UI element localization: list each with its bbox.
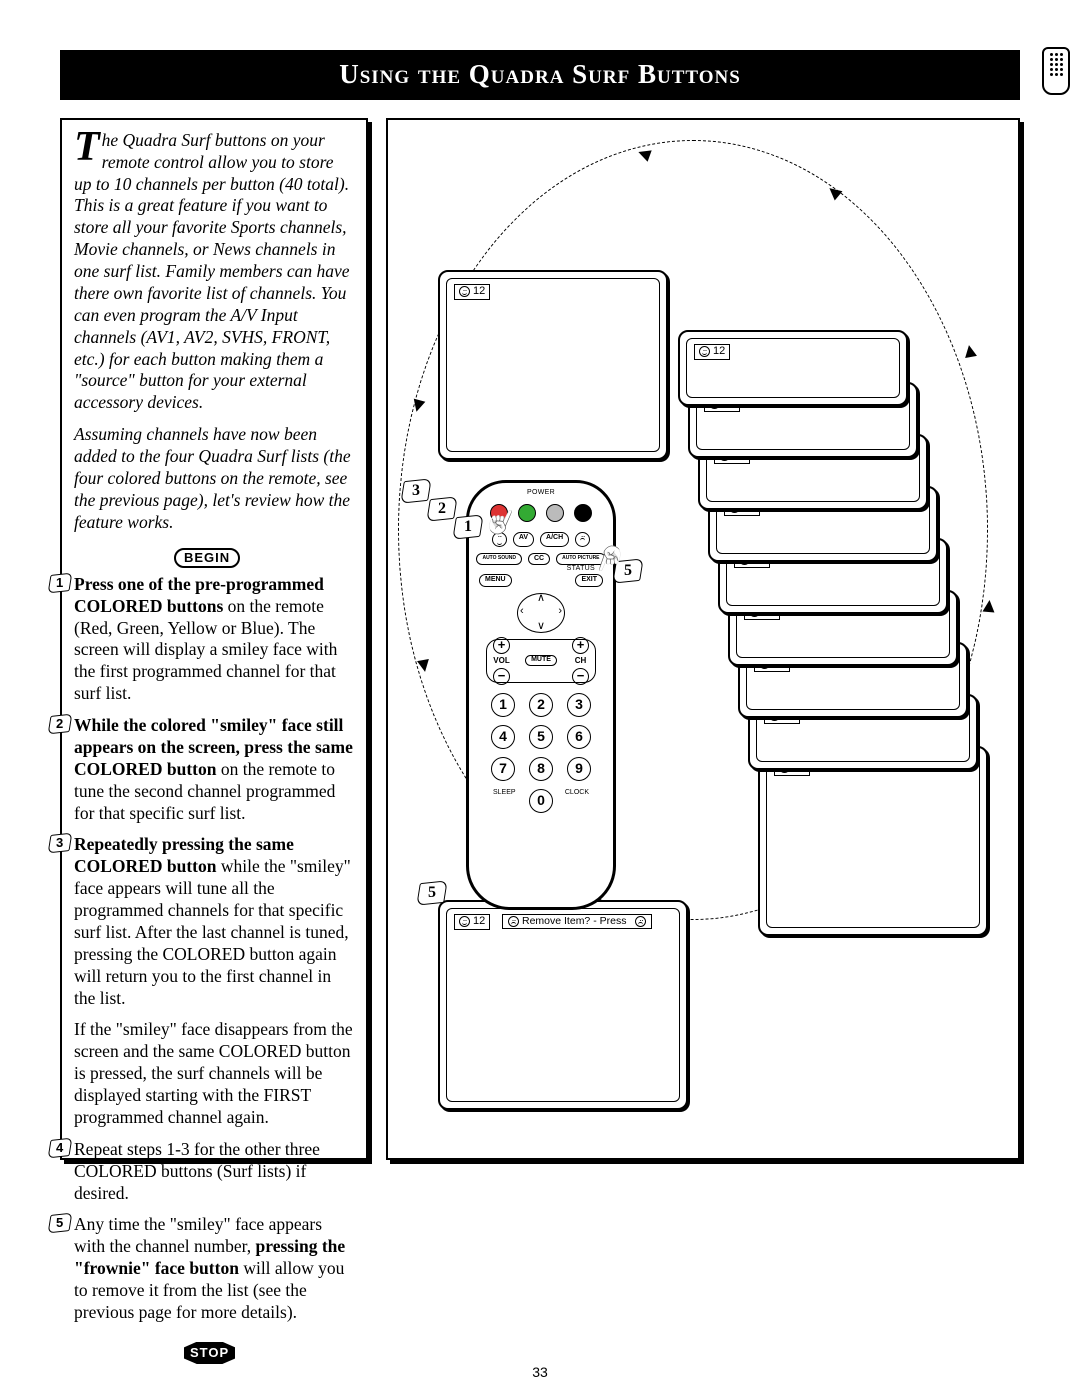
arrow-icon — [417, 659, 431, 673]
dropcap: T — [74, 130, 102, 166]
tv-9: 99 — [758, 746, 988, 936]
remote-icon — [1042, 47, 1070, 95]
step-marker-5: 5 — [48, 1213, 73, 1234]
begin-badge: BEGIN — [174, 548, 240, 568]
nav-pad[interactable]: ∧ ∨ ‹ › — [517, 593, 565, 633]
smiley-icon — [459, 286, 470, 297]
step-2: 2 While the colored "smiley" face still … — [74, 715, 354, 824]
step-marker-3: 3 — [48, 833, 73, 854]
mute-button[interactable]: MUTE — [525, 655, 557, 666]
step-3: 3 Repeatedly pressing the same COLORED b… — [74, 834, 354, 1009]
channel-label: 12 — [454, 284, 490, 300]
tv-1: 12 — [678, 330, 908, 406]
blue-button[interactable] — [574, 504, 592, 522]
assume-paragraph: Assuming channels have now been added to… — [74, 424, 354, 533]
para-after-3: If the "smiley" face disappears from the… — [74, 1019, 354, 1128]
stop-badge: STOP — [184, 1342, 235, 1364]
sleep-button[interactable] — [489, 800, 509, 820]
callout-3: 3 — [400, 478, 431, 503]
frown-button[interactable] — [575, 532, 590, 547]
step-5: 5 Any time the "smiley" face appears wit… — [74, 1214, 354, 1323]
step-marker-4: 4 — [48, 1137, 73, 1158]
callout-5b: 5 — [416, 880, 447, 905]
step-4: 4 Repeat steps 1-3 for the other three C… — [74, 1139, 354, 1205]
step-1: 1 Press one of the pre-programmed COLORE… — [74, 574, 354, 705]
vol-ch-pad[interactable]: +VOL− MUTE +CH− — [486, 639, 596, 683]
tv-remove: 12 Remove Item? - Press — [438, 900, 688, 1110]
page-title: Using the Quadra Surf Buttons — [339, 59, 741, 89]
step-marker-1: 1 — [48, 572, 73, 593]
cc-button[interactable]: CC — [528, 553, 550, 566]
ach-button[interactable]: A/CH — [540, 532, 569, 547]
clock-label: CLOCK — [565, 789, 589, 798]
av-button[interactable]: AV — [513, 532, 534, 547]
intro-paragraph: The Quadra Surf buttons on your remote c… — [74, 130, 354, 414]
content-row: The Quadra Surf buttons on your remote c… — [60, 118, 1020, 1160]
callout-2: 2 — [426, 496, 457, 521]
autosound-button[interactable]: AUTO SOUND — [476, 553, 522, 566]
remote-control: POWER AV A/CH AUTO SOUND CC AUTO PICTUR — [466, 480, 616, 910]
figure: 12 12 18 22 28 35 39 41 56 99 12 Remove … — [388, 120, 1018, 1158]
frown-icon — [508, 916, 519, 927]
frown-icon — [635, 916, 646, 927]
exit-button[interactable]: EXIT — [575, 574, 603, 587]
green-button[interactable] — [518, 504, 536, 522]
clock-button[interactable] — [573, 800, 593, 820]
yellow-button[interactable] — [546, 504, 564, 522]
tv-main: 12 — [438, 270, 668, 460]
arrow-icon — [982, 599, 995, 612]
sleep-label: SLEEP — [493, 789, 516, 798]
figure-panel: 12 12 18 22 28 35 39 41 56 99 12 Remove … — [386, 118, 1020, 1160]
step-marker-2: 2 — [48, 714, 73, 735]
menu-button[interactable]: MENU — [479, 574, 512, 587]
page-title-bar: Using the Quadra Surf Buttons — [60, 50, 1020, 100]
page-number: 33 — [0, 1364, 1080, 1382]
remove-prompt: Remove Item? - Press — [502, 914, 652, 929]
instructions-panel: The Quadra Surf buttons on your remote c… — [60, 118, 368, 1160]
arrow-icon — [963, 344, 977, 358]
smiley-icon — [459, 916, 470, 927]
power-label: POWER — [469, 489, 613, 498]
